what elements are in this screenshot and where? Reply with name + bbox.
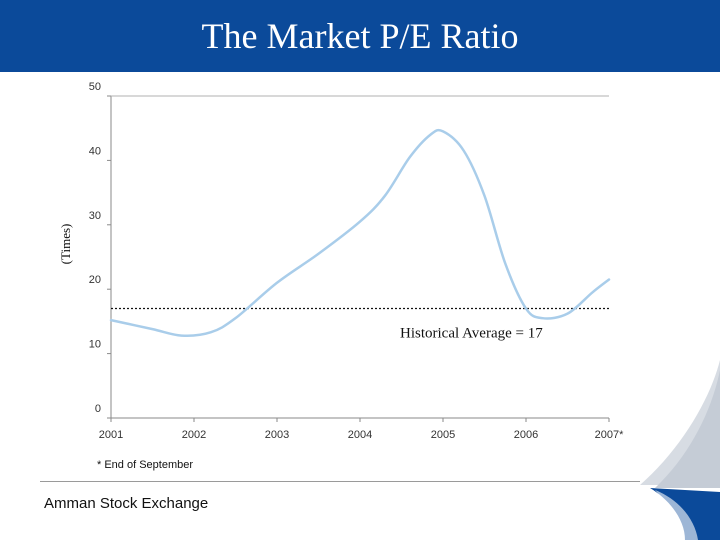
x-tick-label: 2003 xyxy=(265,429,289,441)
historical-average-label: Historical Average = 17 xyxy=(400,326,543,342)
x-tick-label: 2005 xyxy=(431,429,455,441)
footnote: * End of September xyxy=(97,459,194,471)
y-axis-label: (Times) xyxy=(58,224,73,265)
y-tick-label: 30 xyxy=(89,210,101,222)
y-tick-label: 20 xyxy=(89,274,101,286)
y-tick-label: 50 xyxy=(89,81,101,93)
y-tick-label: 40 xyxy=(89,145,101,157)
x-tick-label: 2007* xyxy=(595,429,624,441)
title-banner xyxy=(0,0,720,72)
x-tick-label: 2001 xyxy=(99,429,123,441)
x-tick-label: 2006 xyxy=(514,429,538,441)
y-tick-label: 10 xyxy=(89,339,101,351)
exchange-logo-icon xyxy=(640,360,720,540)
pe-ratio-series-line xyxy=(109,128,611,337)
x-tick-label: 2004 xyxy=(348,429,372,441)
y-tick-label: 0 xyxy=(95,403,101,415)
source-label: Amman Stock Exchange xyxy=(44,495,209,512)
page-title: The Market P/E Ratio xyxy=(201,16,519,56)
divider-line xyxy=(40,481,640,482)
x-tick-label: 2002 xyxy=(182,429,206,441)
pe-ratio-chart: 0 10 20 30 40 50 2001 2002 2003 2004 2005 2006 2007*… xyxy=(58,81,624,441)
